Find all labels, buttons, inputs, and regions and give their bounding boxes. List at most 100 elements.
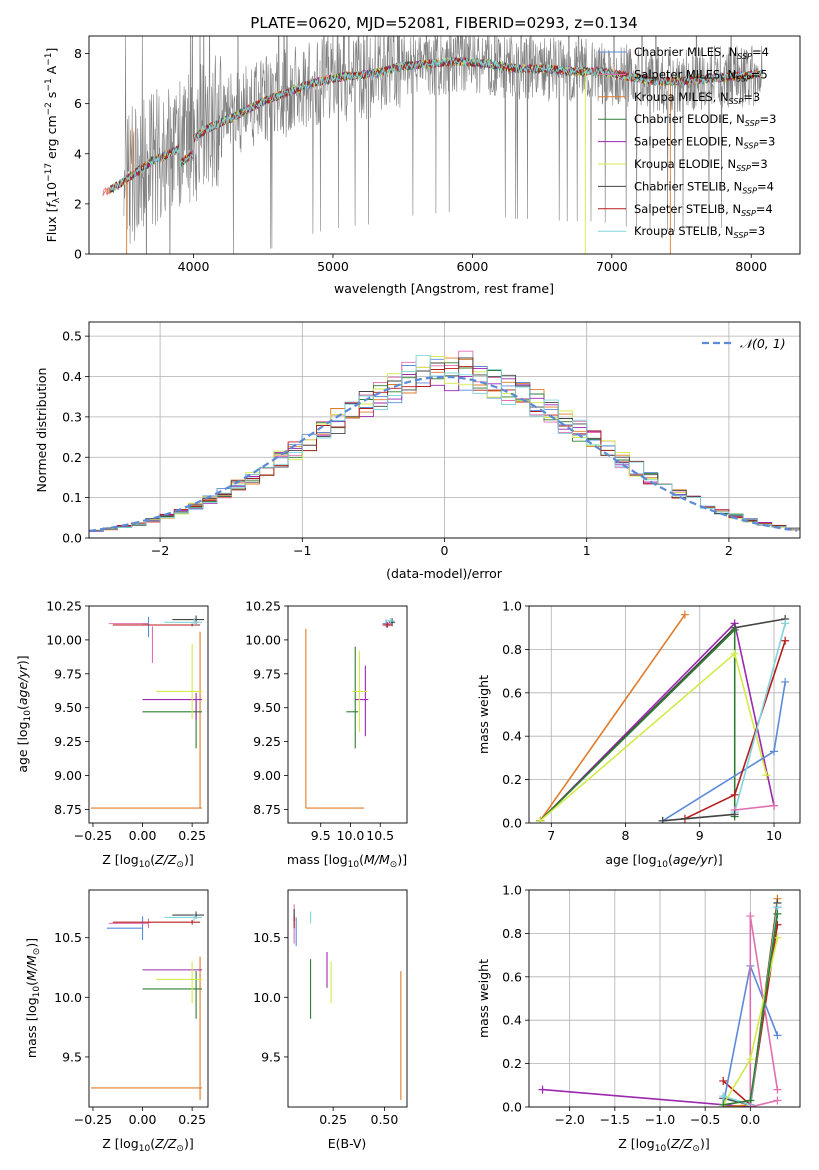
y-tick-label: 0.6 xyxy=(502,969,522,984)
y-tick-label: 9.5 xyxy=(62,1049,82,1064)
mass-weight-marker xyxy=(536,816,545,823)
y-tick-label: 9.75 xyxy=(54,666,82,681)
x-tick-label: 0 xyxy=(441,543,449,558)
x-tick-label: 4000 xyxy=(178,259,210,274)
y-tick-label: 2 xyxy=(74,196,82,211)
y-tick-label: 9.25 xyxy=(253,734,281,749)
axes-mass_vs_ebv: 0.25 0.50 9.5 10.0 10.5 E(B-V) xyxy=(253,889,408,1151)
series-layer xyxy=(536,610,790,823)
y-tick-label: 0.5 xyxy=(62,329,82,344)
x-tick-label: −1 xyxy=(293,543,311,558)
legend-entry-normal: 𝒩(0, 1) xyxy=(740,336,786,351)
legend-entry-kroupa_miles: Kroupa MILES, NSSP=3 xyxy=(634,90,760,106)
y-axis-label: Flux [fλ10−17 erg cm−2 s−1 A−1] xyxy=(44,48,62,243)
series-layer xyxy=(305,618,396,809)
axes-frame xyxy=(528,605,801,824)
y-tick-label: 6 xyxy=(74,96,82,111)
y-tick-label: 0.8 xyxy=(502,926,522,941)
mass-weight-marker xyxy=(719,1100,728,1107)
x-tick-label: −0.5 xyxy=(690,1112,720,1127)
mass-weight-marker xyxy=(781,677,790,686)
mass-weight-line-salpeter_miles xyxy=(734,804,775,811)
mass-weight-marker xyxy=(770,747,779,756)
y-tick-label: 9.50 xyxy=(54,700,82,715)
x-tick-label: 5000 xyxy=(317,259,349,274)
x-tick-label: −0.25 xyxy=(74,1112,112,1127)
x-axis-label: E(B-V) xyxy=(328,1136,367,1151)
mass-weight-marker xyxy=(773,1096,782,1105)
y-axis-label: mass weight xyxy=(476,959,491,1038)
mass-weight-marker xyxy=(719,1076,728,1085)
mass-weight-marker xyxy=(773,909,782,918)
x-tick-label: 0.00 xyxy=(129,1112,157,1127)
mass-weight-line-kroupa_stelib xyxy=(733,623,786,813)
mass-weight-marker xyxy=(730,790,739,799)
mass-weight-marker xyxy=(730,625,739,634)
x-tick-label: 0.25 xyxy=(178,1112,206,1127)
y-tick-label: 9.5 xyxy=(261,1049,281,1064)
mass-weight-marker xyxy=(680,610,689,619)
legend-entry-chabrier_miles: Chabrier MILES, NSSP=4 xyxy=(634,45,769,61)
mass-weight-marker xyxy=(746,912,755,921)
mass-weight-line-kroupa_miles xyxy=(539,614,686,822)
mass-weight-marker xyxy=(781,619,790,628)
series-layer xyxy=(90,911,205,1100)
mass-weight-marker xyxy=(762,771,771,780)
y-tick-label: 0.0 xyxy=(502,1100,522,1115)
y-tick-label: 10.0 xyxy=(253,990,281,1005)
y-tick-label: 10.00 xyxy=(46,632,82,647)
observed-spectrum-line xyxy=(123,36,763,254)
y-tick-label: 9.00 xyxy=(54,768,82,783)
legend-entry-salpeter_stelib: Salpeter STELIB, NSSP=4 xyxy=(634,202,773,218)
axes-spectrum: 4000 5000 6000 7000 8000 0 2 4 6 8 PLATE=0620, MJD… xyxy=(44,14,801,296)
y-tick-label: 0.6 xyxy=(502,685,522,700)
x-tick-label: 8000 xyxy=(735,259,767,274)
series-layer xyxy=(538,894,782,1107)
series-layer xyxy=(293,904,402,1100)
legend-entry-salpeter_elodie: Salpeter ELODIE, NSSP=3 xyxy=(634,135,775,151)
x-tick-label: 10 xyxy=(766,828,782,843)
x-tick-label: 0.50 xyxy=(371,1112,399,1127)
mass-weight-line-salpeter_miles xyxy=(750,1099,778,1107)
mass-weight-marker xyxy=(773,1031,782,1040)
y-axis-label: age [log10(age/yr)] xyxy=(15,655,33,772)
x-tick-label: 0.25 xyxy=(319,1112,347,1127)
y-tick-label: 10.00 xyxy=(245,632,281,647)
y-tick-label: 9.50 xyxy=(253,700,281,715)
axes-mass_weight_vs_age: 7 8 9 10 0.0 0.2 0.4 0.6 0.8 1.0 mass weight age [l… xyxy=(476,599,801,870)
y-tick-label: 10.5 xyxy=(253,930,281,945)
y-axis-label: mass weight xyxy=(476,675,491,754)
spectrum-legend: Chabrier MILES, NSSP=4 Salpeter MILES, NS… xyxy=(598,45,776,240)
y-tick-label: 0 xyxy=(74,247,82,262)
series-layer xyxy=(89,350,800,534)
y-tick-label: 0.4 xyxy=(502,1013,522,1028)
y-tick-label: 0.4 xyxy=(62,369,82,384)
x-tick-label: 0.25 xyxy=(178,828,206,843)
y-tick-label: 0.0 xyxy=(502,816,522,831)
y-tick-label: 8 xyxy=(74,46,82,61)
x-tick-label: 2 xyxy=(725,543,733,558)
axes-mass_weight_vs_Z: −2.0 −1.5 −1.0 −0.5 0.0 0.0 0.2 0.4 0.6 0.8 1.0 mas… xyxy=(476,883,801,1154)
x-tick-label: 10.5 xyxy=(366,828,394,843)
y-tick-label: 0.1 xyxy=(62,490,82,505)
legend-entry-kroupa_stelib: Kroupa STELIB, NSSP=3 xyxy=(634,224,765,240)
figure-title: PLATE=0620, MJD=52081, FIBERID=0293, z=0… xyxy=(250,14,637,32)
axes-frame xyxy=(528,889,801,1108)
axes-frame xyxy=(88,889,209,1108)
axes-frame xyxy=(88,605,209,824)
y-tick-label: 0.8 xyxy=(502,642,522,657)
y-tick-label: 0.3 xyxy=(62,409,82,424)
mass-weight-marker xyxy=(781,636,790,645)
x-tick-label: −2.0 xyxy=(554,1112,584,1127)
y-tick-label: 0.0 xyxy=(62,531,82,546)
x-axis-label: wavelength [Angstrom, rest frame] xyxy=(334,281,554,296)
axes-frame xyxy=(88,35,801,255)
mass-weight-marker xyxy=(658,816,667,823)
axes-age_vs_Z: −0.25 0.00 0.25 8.75 9.00 9.25 9.50 9.75 10.00 10… xyxy=(15,599,209,870)
mass-weight-marker xyxy=(746,1055,755,1064)
mass-weight-marker xyxy=(730,810,739,819)
y-tick-label: 0.2 xyxy=(62,450,82,465)
series-layer xyxy=(90,615,205,809)
mass-weight-marker xyxy=(719,1092,728,1101)
